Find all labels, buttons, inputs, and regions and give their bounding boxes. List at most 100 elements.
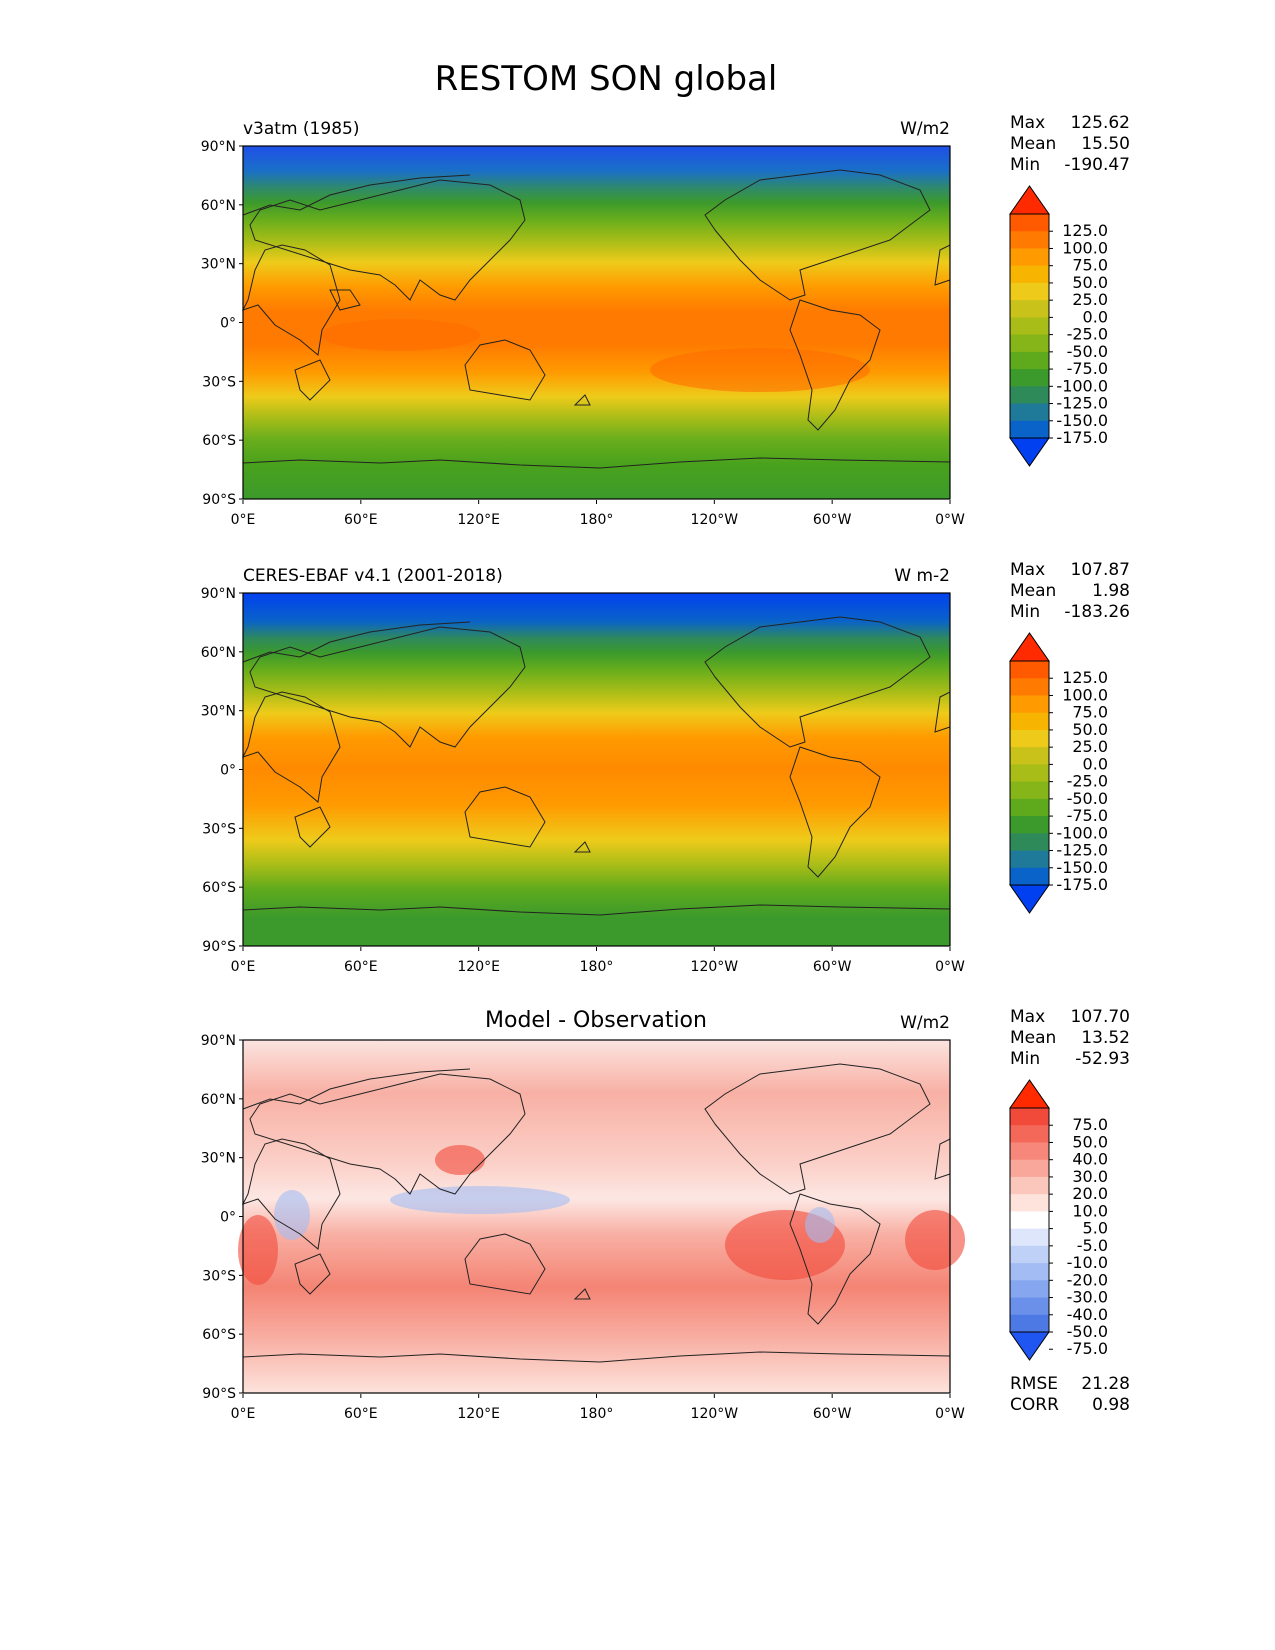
lon-tick-label: 60°E [344, 959, 378, 975]
stats-block: Max 107.87 Mean 1.98 Min -183.26 [1010, 560, 1130, 622]
colorbar: 125.0100.075.050.025.00.0-25.0-50.0-75.0… [1009, 632, 1108, 914]
lon-tick-label: 0°W [935, 1406, 965, 1422]
colorbar-outline [1009, 660, 1050, 886]
coastlines [242, 1063, 951, 1363]
panel-units: W/m2 [900, 119, 950, 139]
lon-tick-label: 0°E [231, 512, 256, 528]
colorbar-label: -50.0 [1067, 342, 1108, 361]
colorbar-segment [1010, 1159, 1049, 1178]
colorbar-segment [1010, 729, 1049, 748]
lon-tick-labels: 0°E 60°E 120°E 180° 120°W 60°W 0°W [231, 947, 965, 975]
colorbar-segment [1010, 781, 1049, 800]
colorbar-label: -25.0 [1067, 325, 1108, 344]
colorbar-label: 5.0 [1083, 1219, 1108, 1238]
lon-tick-label: 0°W [935, 512, 965, 528]
lat-tick-label: 90°S [202, 492, 236, 508]
colorbar-label: 75.0 [1072, 703, 1108, 722]
lat-tick-label: 30°S [202, 1268, 236, 1284]
colorbar-segment [1010, 747, 1049, 765]
stat-max-value: 107.87 [1071, 560, 1130, 580]
stat-min-value: -190.47 [1064, 155, 1130, 175]
lat-tick-label: 30°S [202, 374, 236, 390]
lon-tick-label: 180° [580, 1406, 614, 1422]
colorbar-segment [1010, 712, 1049, 731]
colorbar-segment [1010, 282, 1049, 301]
panel-observation: CERES-EBAF v4.1 (2001-2018) W m-2 90°N 60… [201, 560, 1130, 975]
lat-tick-label: 90°S [202, 939, 236, 955]
lat-tick-label: 30°S [202, 821, 236, 837]
colorbar-label: -5.0 [1077, 1236, 1108, 1255]
error-metrics: RMSE 21.28 CORR 0.98 [1010, 1374, 1130, 1415]
colorbar-label: -125.0 [1056, 841, 1108, 860]
stat-min-label: Min [1010, 1049, 1040, 1069]
stat-min-label: Min [1010, 602, 1040, 622]
stat-mean-value: 13.52 [1081, 1028, 1130, 1048]
colorbar-segment [1010, 300, 1049, 318]
lat-tick-label: 30°N [201, 1151, 236, 1167]
stat-min-value: -52.93 [1075, 1049, 1130, 1069]
colorbar-segment [1010, 867, 1049, 886]
lon-tick-label: 0°E [231, 1406, 256, 1422]
lat-tick-labels: 90°N 60°N 30°N 0° 30°S 60°S 90°S [201, 139, 243, 508]
negative-anomaly-amazon [805, 1207, 835, 1243]
lon-tick-label: 180° [580, 959, 614, 975]
lat-tick-labels: 90°N 60°N 30°N 0° 30°S 60°S 90°S [201, 1033, 243, 1402]
colorbar-label: -100.0 [1056, 376, 1108, 395]
lon-tick-label: 60°E [344, 1406, 378, 1422]
colorbar-label: -175.0 [1056, 428, 1108, 447]
colorbar-segment [1010, 317, 1049, 336]
colorbar-segment [1010, 265, 1049, 284]
stat-mean-value: 15.50 [1081, 134, 1130, 154]
panel-left-label: CERES-EBAF v4.1 (2001-2018) [243, 566, 503, 586]
lon-tick-label: 60°E [344, 512, 378, 528]
lon-tick-label: 180° [580, 512, 614, 528]
colorbar-segment [1010, 334, 1049, 353]
stat-max-label: Max [1010, 560, 1045, 580]
stat-max-label: Max [1010, 113, 1045, 133]
lat-tick-label: 30°N [201, 704, 236, 720]
colorbar-segment [1010, 386, 1049, 405]
colorbar-segment [1010, 764, 1049, 783]
lon-tick-label: 120°E [457, 959, 500, 975]
stat-max-value: 107.70 [1071, 1007, 1130, 1027]
colorbar-segment [1010, 1280, 1049, 1299]
lat-tick-label: 60°N [201, 645, 236, 661]
stat-mean-label: Mean [1010, 1028, 1056, 1048]
lon-tick-label: 60°W [813, 1406, 852, 1422]
panel-difference: Model - Observation W/m2 90°N 60°N 30°N 0° 3… [201, 1007, 1130, 1422]
colorbar-label: 100.0 [1062, 685, 1108, 704]
colorbar-label: -10.0 [1067, 1253, 1108, 1272]
positive-anomaly-west-africa [238, 1215, 278, 1285]
colorbar-label: 0.0 [1083, 307, 1108, 326]
colorbar-label: -50.0 [1067, 1322, 1108, 1341]
colorbar-label: 0.0 [1083, 754, 1108, 773]
lon-tick-label: 120°W [691, 512, 739, 528]
colorbar-label: -20.0 [1067, 1270, 1108, 1289]
panel-model: v3atm (1985) W/m2 90°N 60°N 30°N 0° 30°S 60°S… [201, 113, 1130, 528]
positive-anomaly-atlantic [905, 1210, 965, 1270]
colorbar-segment [1010, 1263, 1049, 1281]
panel-center-label: Model - Observation [485, 1008, 707, 1033]
colorbar-label: 30.0 [1072, 1167, 1108, 1186]
lon-tick-label: 120°E [457, 512, 500, 528]
stat-max-label: Max [1010, 1007, 1045, 1027]
lon-tick-label: 120°E [457, 1406, 500, 1422]
map-background [243, 146, 950, 499]
colorbar-segment [1010, 833, 1049, 852]
colorbar-segment [1010, 351, 1049, 370]
lon-tick-labels: 0°E 60°E 120°E 180° 120°W 60°W 0°W [231, 1394, 965, 1422]
coastlines [242, 616, 951, 916]
colorbar-label: -125.0 [1056, 394, 1108, 413]
colorbar-label: 50.0 [1072, 720, 1108, 739]
lat-tick-label: 60°S [202, 880, 236, 896]
colorbar-segment [1010, 1194, 1049, 1212]
colorbar-segment [1010, 420, 1049, 439]
corr-value: 0.98 [1092, 1395, 1130, 1415]
colorbar-segment [1010, 403, 1049, 422]
colorbar-segment [1010, 1125, 1049, 1143]
colorbar-segment [1010, 678, 1049, 696]
lat-tick-label: 90°N [201, 139, 236, 155]
colorbar-label: 40.0 [1072, 1150, 1108, 1169]
colorbar-extend-bottom [1009, 1331, 1050, 1361]
rmse-label: RMSE [1010, 1374, 1058, 1394]
